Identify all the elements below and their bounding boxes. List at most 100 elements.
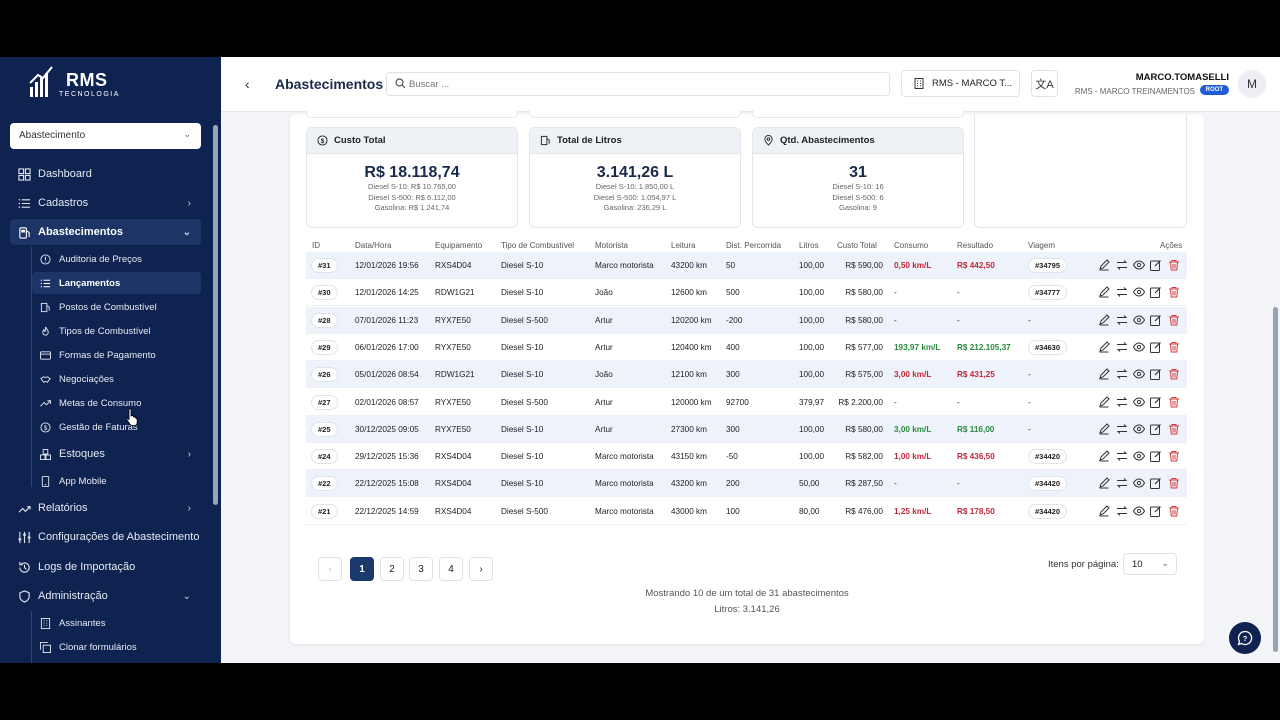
sub-clonar-formularios[interactable]: Clonar formulários [32, 636, 201, 658]
edit-square-icon[interactable] [1150, 259, 1162, 271]
eye-icon[interactable] [1133, 396, 1145, 408]
nav-relatorios[interactable]: Relatórios › [10, 495, 201, 521]
cell-viagem[interactable]: #34420 [1028, 476, 1068, 492]
trash-icon[interactable] [1168, 477, 1180, 489]
table-row[interactable]: #25 30/12/2025 09:05 RYX7E50 Diesel S-10 Art… [306, 415, 1187, 443]
edit-square-icon[interactable] [1150, 368, 1162, 381]
edit-square-icon[interactable] [1150, 450, 1162, 463]
cell-viagem[interactable]: #34795 [1028, 258, 1068, 273]
cell-viagem[interactable]: #34420 [1028, 503, 1068, 519]
edit-square-icon[interactable] [1150, 477, 1162, 490]
swap-icon[interactable] [1116, 368, 1128, 380]
pencil-icon[interactable] [1098, 313, 1110, 326]
nav-dashboard[interactable]: Dashboard [10, 161, 201, 187]
search-input[interactable] [409, 76, 879, 92]
eye-icon[interactable] [1133, 450, 1145, 462]
sub-assinantes[interactable]: Assinantes [32, 612, 201, 634]
trash-icon[interactable] [1168, 423, 1180, 435]
sidebar-scrollbar[interactable] [213, 125, 218, 505]
sub-negociacoes[interactable]: Negociações [32, 368, 201, 390]
pencil-icon[interactable] [1098, 368, 1110, 380]
table-row[interactable]: #27 02/01/2026 08:57 RYX7E50 Diesel S-500 Ar… [306, 389, 1187, 416]
page-button-3[interactable]: 3 [409, 557, 433, 581]
pencil-icon[interactable] [1098, 423, 1110, 435]
eye-icon[interactable] [1133, 314, 1145, 326]
nav-configuracoes[interactable]: Configurações de Abastecimento [10, 524, 201, 550]
sub-auditoria-precos[interactable]: Auditoria de Preços [32, 248, 201, 270]
page-button-2[interactable]: 2 [380, 557, 404, 581]
eye-icon[interactable] [1133, 259, 1145, 271]
table-row[interactable]: #22 22/12/2025 15:08 RXS4D04 Diesel S-10 Mar… [306, 470, 1187, 498]
next-page-button[interactable]: › [469, 557, 493, 581]
pencil-icon[interactable] [1098, 395, 1110, 408]
cell-viagem[interactable]: #34630 [1028, 339, 1068, 355]
sub-gestao-faturas[interactable]: $ Gestão de Faturas [32, 416, 201, 438]
language-button[interactable]: 文A [1031, 70, 1058, 97]
swap-icon[interactable] [1116, 477, 1128, 489]
table-row[interactable]: #26 05/01/2026 08:54 RDW1G21 Diesel S-10 Joã… [306, 361, 1187, 389]
help-chat-button[interactable]: ? [1229, 622, 1261, 654]
nav-logs-importacao[interactable]: Logs de Importação [10, 554, 201, 580]
nav-cadastros[interactable]: Cadastros › [10, 190, 201, 216]
eye-icon[interactable] [1133, 505, 1145, 517]
trash-icon[interactable] [1168, 368, 1180, 380]
table-row[interactable]: #29 06/01/2026 17:00 RYX7E50 Diesel S-10 Art… [306, 334, 1187, 361]
trash-icon[interactable] [1168, 341, 1180, 353]
edit-square-icon[interactable] [1150, 314, 1162, 326]
eye-icon[interactable] [1133, 477, 1145, 489]
eye-icon[interactable] [1133, 286, 1145, 298]
sub-tipos-combustivel[interactable]: Tipos de Combustível [32, 320, 201, 342]
edit-square-icon[interactable] [1150, 423, 1162, 435]
pencil-icon[interactable] [1098, 341, 1110, 353]
edit-square-icon[interactable] [1150, 396, 1162, 408]
cell-viagem[interactable]: #34777 [1028, 285, 1068, 301]
nav-abastecimentos[interactable]: Abastecimentos ⌄ [10, 219, 201, 245]
swap-icon[interactable] [1116, 396, 1128, 408]
trash-icon[interactable] [1168, 259, 1180, 271]
pencil-icon[interactable] [1098, 286, 1110, 298]
per-page-select[interactable]: 10 ⌄ [1123, 553, 1177, 575]
page-button-4[interactable]: 4 [439, 557, 463, 581]
eye-icon[interactable] [1133, 341, 1145, 353]
search-box[interactable] [386, 72, 890, 96]
swap-icon[interactable] [1116, 505, 1128, 517]
sub-app-mobile[interactable]: App Mobile [32, 470, 201, 492]
nav-administracao[interactable]: Administração ⌄ [10, 583, 201, 609]
back-button[interactable]: ‹ [245, 76, 250, 92]
avatar[interactable]: M [1238, 70, 1266, 98]
table-row[interactable]: #24 29/12/2025 15:36 RXS4D04 Diesel S-10 Mar… [306, 443, 1187, 471]
trash-icon[interactable] [1168, 396, 1180, 408]
table-row[interactable]: #30 12/01/2026 14:25 RDW1G21 Diesel S-10 Joã… [306, 279, 1187, 307]
pencil-icon[interactable] [1098, 450, 1110, 462]
table-row[interactable]: #31 12/01/2026 19:56 RXS4D04 Diesel S-10 Mar… [306, 252, 1187, 279]
eye-icon[interactable] [1133, 423, 1145, 435]
pencil-icon[interactable] [1098, 504, 1110, 517]
tenant-selector[interactable]: RMS - MARCO T... [901, 70, 1020, 97]
table-row[interactable]: #21 22/12/2025 14:59 RXS4D04 Diesel S-500 Ma… [306, 498, 1187, 525]
sub-metas-consumo[interactable]: Metas de Consumo [32, 392, 201, 414]
cell-viagem[interactable]: #34420 [1028, 449, 1068, 465]
swap-icon[interactable] [1116, 286, 1128, 298]
swap-icon[interactable] [1116, 259, 1128, 271]
sub-postos[interactable]: Postos de Combustível [32, 296, 201, 318]
trash-icon[interactable] [1168, 450, 1180, 462]
trash-icon[interactable] [1168, 505, 1180, 517]
sub-lancamentos[interactable]: Lançamentos [32, 272, 201, 294]
module-select[interactable]: Abastecimento ⌄ [10, 123, 201, 149]
swap-icon[interactable] [1116, 450, 1128, 462]
trash-icon[interactable] [1168, 286, 1180, 298]
pencil-icon[interactable] [1098, 259, 1110, 271]
sub-estoques[interactable]: Estoques › [32, 443, 201, 465]
edit-square-icon[interactable] [1150, 505, 1162, 517]
main-scrollbar[interactable] [1273, 307, 1278, 652]
table-row[interactable]: #28 07/01/2026 11:23 RYX7E50 Diesel S-500 Ar… [306, 306, 1187, 334]
eye-icon[interactable] [1133, 368, 1145, 380]
swap-icon[interactable] [1116, 341, 1128, 353]
pencil-icon[interactable] [1098, 477, 1110, 489]
swap-icon[interactable] [1116, 314, 1128, 326]
edit-square-icon[interactable] [1150, 286, 1162, 299]
sub-formas-pagamento[interactable]: Formas de Pagamento [32, 344, 201, 366]
swap-icon[interactable] [1116, 423, 1128, 435]
page-button-1[interactable]: 1 [350, 557, 374, 581]
prev-page-button[interactable]: ‹ [318, 557, 342, 581]
